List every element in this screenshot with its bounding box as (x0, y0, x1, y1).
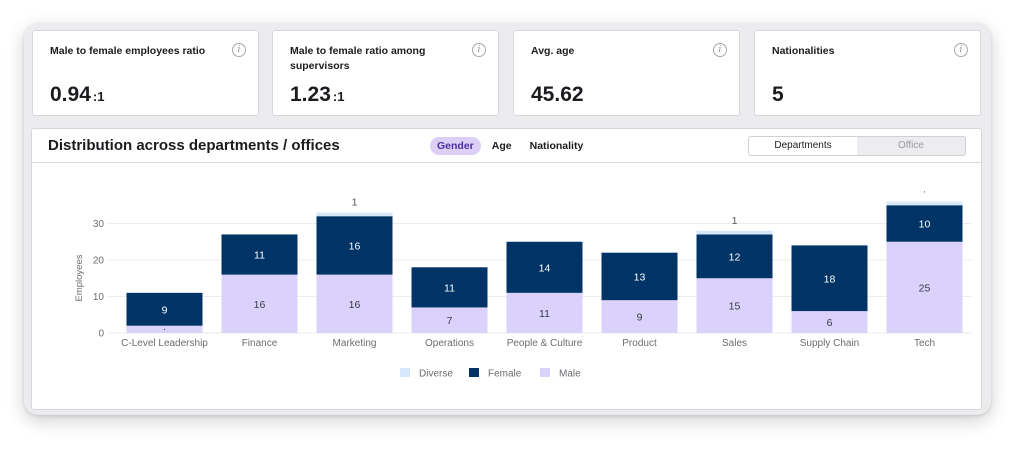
bar-male (506, 292, 583, 333)
kpi-title: Nationalities (772, 45, 835, 57)
data-label-male: 6 (827, 317, 833, 329)
bar-male (696, 278, 773, 333)
kpi-value: 1.23:1 (290, 83, 344, 107)
view-toggle: Departments Office (748, 136, 966, 156)
data-label-female: 18 (824, 273, 836, 285)
info-icon[interactable]: i (232, 43, 246, 57)
data-label-diverse: · (923, 186, 927, 198)
data-label-female: 14 (539, 262, 551, 274)
bar-female (126, 292, 203, 326)
data-label-female: 10 (919, 219, 931, 231)
x-tick-label: People & Culture (507, 338, 583, 349)
toggle-office[interactable]: Office (898, 140, 924, 151)
data-label-female: 12 (729, 251, 741, 263)
bar-male (221, 274, 298, 333)
metric-tabs: Gender Age Nationality (430, 137, 590, 155)
kpi-value: 0.94:1 (50, 83, 104, 107)
x-tick-label: Marketing (333, 338, 377, 349)
x-tick-label: Supply Chain (800, 338, 859, 349)
kpi-title: Male to female employees ratio (50, 45, 206, 57)
tab-age[interactable]: Age (491, 140, 512, 152)
x-tick-label: Tech (914, 338, 935, 349)
kpi-card-employee-ratio: Male to female employees ratio i 0.94:1 (32, 30, 259, 116)
kpi-number: 0.94 (50, 83, 91, 106)
data-label-male: 15 (729, 301, 741, 313)
bar-female (411, 267, 488, 308)
data-label-male: · (163, 323, 167, 335)
toggle-departments[interactable]: Departments (749, 137, 857, 155)
data-label-female: 16 (349, 240, 361, 252)
bar-female (886, 205, 963, 242)
bar-male (601, 300, 678, 333)
bar-male (886, 241, 963, 333)
data-label-male: 16 (254, 299, 266, 311)
y-tick-label: 10 (93, 292, 105, 303)
data-label-male: 9 (637, 312, 643, 324)
bar-female (506, 241, 583, 293)
kpi-card-avg-age: Avg. age i 45.62 (513, 30, 740, 116)
kpi-title: Male to female ratio among supervisors (290, 45, 426, 72)
data-label-diverse: 1 (732, 215, 738, 227)
data-label-female: 9 (162, 304, 168, 316)
bar-female (791, 245, 868, 312)
data-label-diverse: 1 (352, 197, 358, 209)
x-tick-label: C-Level Leadership (121, 338, 208, 349)
bar-diverse (886, 201, 963, 206)
bar-male (411, 307, 488, 333)
data-label-male: 11 (539, 308, 550, 320)
kpi-suffix: :1 (92, 89, 105, 104)
bar-female (601, 252, 678, 301)
bar-diverse (696, 230, 773, 235)
x-tick-label: Operations (425, 338, 474, 349)
x-tick-label: Finance (242, 338, 278, 349)
x-tick-label: Sales (722, 338, 747, 349)
x-tick-label: Product (622, 338, 657, 349)
legend-label-female: Female (488, 369, 522, 380)
panel-title: Distribution across departments / office… (48, 137, 340, 154)
data-label-female: 11 (254, 250, 265, 262)
info-icon[interactable]: i (472, 43, 486, 57)
kpi-suffix: :1 (332, 89, 345, 104)
bar-female (696, 234, 773, 279)
y-axis-label: Employees (74, 254, 85, 301)
kpi-number: 1.23 (290, 83, 331, 106)
legend-swatch-female (469, 368, 479, 377)
panel-header: Distribution across departments / office… (32, 129, 981, 163)
legend-label-male: Male (559, 369, 581, 380)
data-label-male: 25 (919, 282, 931, 294)
tab-nationality[interactable]: Nationality (529, 140, 584, 152)
info-icon[interactable]: i (954, 43, 968, 57)
bar-female (221, 234, 298, 275)
data-label-male: 7 (447, 315, 453, 327)
kpi-number: 45.62 (531, 83, 584, 106)
kpi-value: 45.62 (531, 83, 584, 107)
legend-swatch-diverse (400, 368, 410, 377)
bar-male (126, 325, 203, 333)
y-tick-label: 30 (93, 219, 105, 230)
data-label-female: 13 (634, 271, 646, 283)
kpi-card-supervisor-ratio: Male to female ratio among supervisors i… (272, 30, 499, 116)
kpi-card-nationalities: Nationalities i 5 (754, 30, 981, 116)
legend-label-diverse: Diverse (419, 369, 453, 380)
y-tick-label: 0 (98, 329, 104, 340)
legend-swatch-male (540, 368, 550, 377)
kpi-value: 5 (772, 83, 784, 107)
info-icon[interactable]: i (713, 43, 727, 57)
kpi-title: Avg. age (531, 45, 575, 57)
tab-gender[interactable]: Gender (430, 137, 481, 155)
distribution-panel: Distribution across departments / office… (31, 128, 982, 410)
bar-female (316, 216, 393, 275)
y-tick-label: 20 (93, 256, 105, 267)
bar-male (791, 311, 868, 333)
kpi-number: 5 (772, 83, 784, 106)
data-label-female: 11 (444, 282, 455, 294)
bar-male (316, 274, 393, 333)
bar-diverse (316, 212, 393, 217)
data-label-male: 16 (349, 299, 361, 311)
